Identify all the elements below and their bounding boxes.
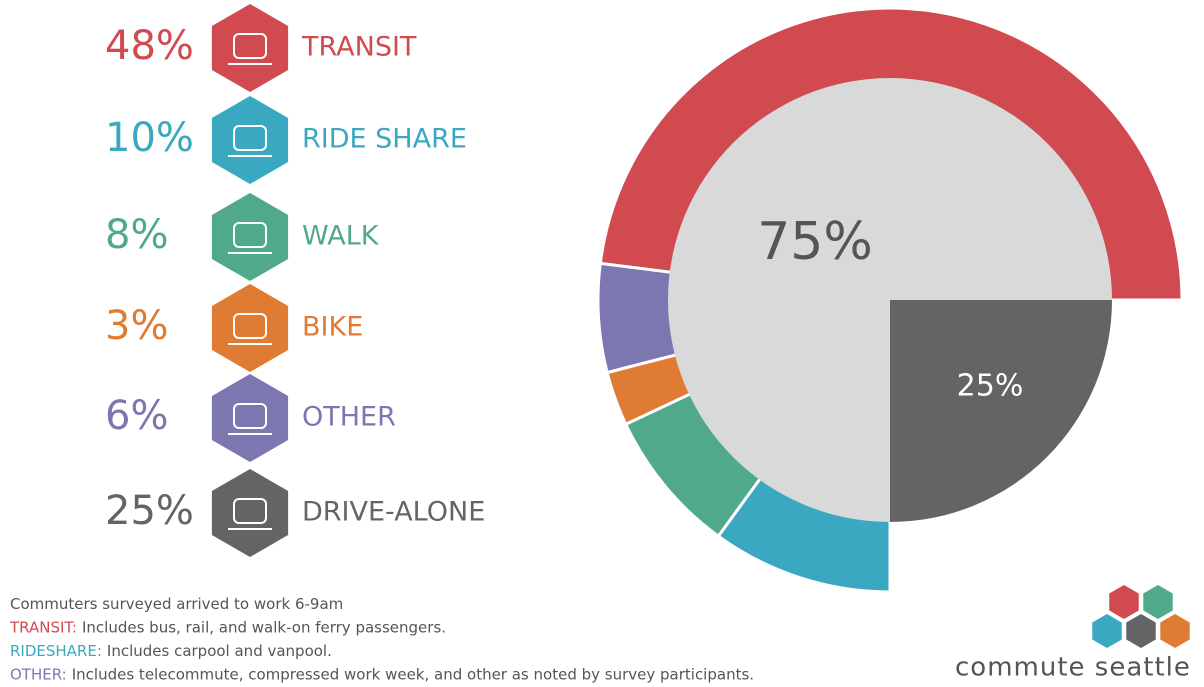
- inner-sector: [890, 300, 1112, 522]
- logo-hexagon: [1160, 614, 1190, 648]
- legend-label: WALK: [302, 221, 380, 252]
- inner-label: 25%: [957, 369, 1024, 404]
- footnote-text: Includes carpool and vanpool.: [107, 642, 332, 660]
- legend-percent: 3%: [105, 303, 168, 349]
- legend-percent: 25%: [105, 488, 194, 534]
- legend-hexagon: [211, 284, 289, 372]
- legend-icon: [233, 33, 267, 59]
- legend-percent: 6%: [105, 393, 168, 439]
- footnote-text: Includes telecommute, compressed work we…: [72, 665, 754, 683]
- logo-text: commute seattle: [955, 653, 1191, 683]
- legend-icon: [233, 403, 267, 429]
- logo-hexagon: [1143, 585, 1173, 619]
- legend-label: OTHER: [302, 402, 396, 433]
- footnote: RIDESHARE: Includes carpool and vanpool.: [10, 642, 332, 660]
- logo-hexagon: [1109, 585, 1139, 619]
- legend-percent: 48%: [105, 23, 194, 69]
- footnote: Commuters surveyed arrived to work 6-9am: [10, 595, 343, 613]
- legend-icon: [233, 313, 267, 339]
- footnote: TRANSIT: Includes bus, rail, and walk-on …: [9, 618, 446, 636]
- legend-percent: 10%: [105, 115, 194, 161]
- footnote-text: Includes bus, rail, and walk-on ferry pa…: [82, 618, 446, 636]
- footnote: OTHER: Includes telecommute, compressed w…: [10, 665, 754, 683]
- legend-icon: [233, 498, 267, 524]
- legend-label: DRIVE-ALONE: [302, 497, 485, 528]
- legend-hexagon: [211, 193, 289, 281]
- inner-label: 75%: [757, 212, 873, 272]
- legend-label: RIDE SHARE: [302, 124, 467, 155]
- legend-icon: [233, 125, 267, 151]
- legend-icon: [233, 222, 267, 248]
- legend-hexagon: [211, 469, 289, 557]
- legend-percent: 8%: [105, 212, 168, 258]
- legend-label: BIKE: [302, 312, 363, 343]
- legend-hexagon: [211, 4, 289, 92]
- logo-hexagon: [1092, 614, 1122, 648]
- footnote-term: RIDESHARE:: [10, 642, 102, 660]
- logo-hexagon: [1126, 614, 1156, 648]
- footnote-term: OTHER:: [10, 665, 67, 683]
- footnote-term: TRANSIT:: [9, 618, 77, 636]
- legend-hexagon: [211, 374, 289, 462]
- legend-label: TRANSIT: [301, 32, 417, 63]
- legend-hexagon: [211, 96, 289, 184]
- footnote-text: Commuters surveyed arrived to work 6-9am: [10, 595, 343, 613]
